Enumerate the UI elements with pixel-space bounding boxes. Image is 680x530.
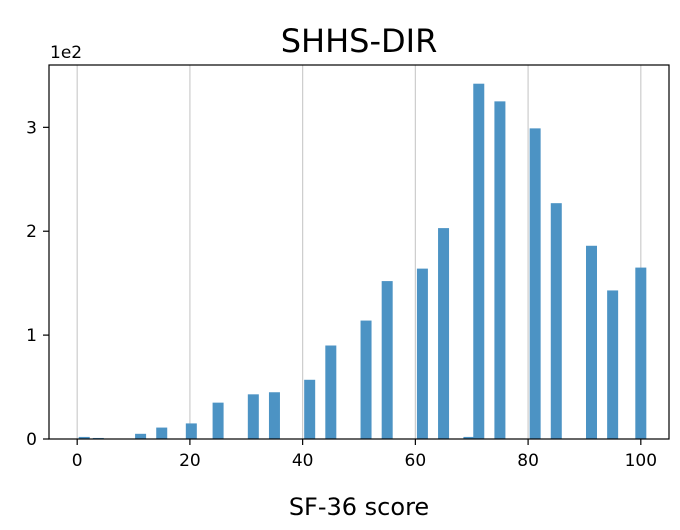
- bar-3: [156, 427, 168, 439]
- bar-15: [473, 83, 485, 439]
- x-axis-label: SF-36 score: [289, 493, 429, 521]
- bar-8: [304, 379, 316, 439]
- bar-21: [635, 267, 647, 439]
- bars: [78, 83, 647, 439]
- y-tick-label-3: 3: [26, 118, 37, 138]
- bar-20: [607, 290, 619, 439]
- bar-19: [586, 245, 597, 439]
- bar-12: [416, 268, 428, 439]
- x-tick-label-2: 40: [292, 451, 314, 471]
- x-tick-label-0: 0: [72, 451, 83, 471]
- x-tick-label-4: 80: [517, 451, 539, 471]
- bar-13: [438, 228, 450, 439]
- y-axis-offset-label: 1e2: [50, 43, 82, 63]
- y-tick-label-2: 2: [26, 222, 37, 242]
- bar-5: [212, 402, 224, 439]
- x-tick-label-1: 20: [179, 451, 201, 471]
- bar-9: [325, 345, 337, 439]
- x-tick-label-5: 100: [625, 451, 657, 471]
- x-tick-label-3: 60: [405, 451, 427, 471]
- bar-11: [381, 281, 393, 439]
- y-tick-label-0: 0: [26, 430, 37, 450]
- bar-4: [185, 423, 197, 439]
- chart-title: SHHS-DIR: [281, 22, 438, 60]
- y-tick-label-1: 1: [26, 326, 37, 346]
- bar-6: [247, 394, 259, 439]
- bar-7: [268, 392, 280, 439]
- y-axis-ticks: 0 1 2 3: [26, 118, 49, 450]
- bar-18: [550, 203, 562, 439]
- plot-frame: [48, 64, 670, 440]
- bar-0: [78, 436, 90, 439]
- bar-17: [529, 128, 541, 439]
- bar-10: [360, 320, 372, 439]
- bar-16: [494, 101, 506, 439]
- bar-14: [463, 436, 475, 439]
- grid-lines: [76, 65, 642, 439]
- bar-2: [135, 433, 147, 439]
- x-axis-ticks: 0 20 40 60 80 100: [72, 439, 657, 471]
